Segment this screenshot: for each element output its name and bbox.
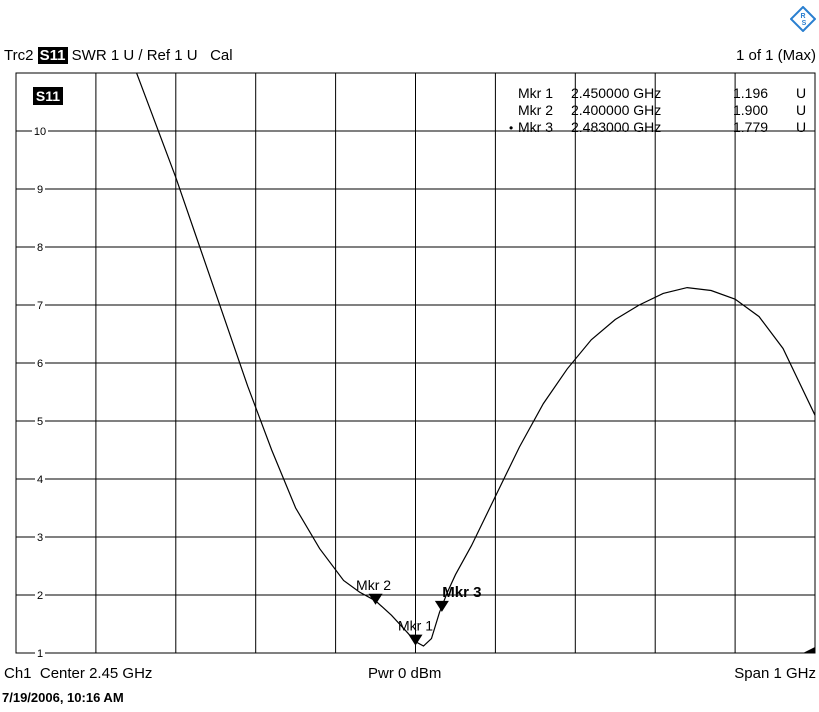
svg-text:S: S (802, 20, 807, 27)
y-tick-label-bg (35, 415, 45, 427)
y-tick-label: 6 (37, 358, 43, 370)
plot-trace-badge-bg (33, 87, 63, 105)
marker-triangle (408, 634, 423, 646)
y-tick-label-bg (35, 357, 45, 369)
trace-scale[interactable]: 1 U / (110, 47, 143, 64)
timestamp: 7/19/2006, 10:16 AM (2, 690, 124, 705)
marker-readout-name: Mkr 3 (518, 119, 553, 135)
trace-parameter-badge[interactable]: S11 (37, 47, 68, 64)
marker-readout-value: 1.196 (733, 85, 768, 101)
trace-end-marker (803, 647, 815, 653)
marker-readout-freq: 2.400000 GHz (571, 102, 661, 118)
marker-label: Mkr 1 (398, 618, 433, 634)
trace-line-0 (135, 73, 815, 647)
y-tick-label: 2 (37, 590, 43, 602)
page-indicator: 1 of 1 (Max) (735, 47, 816, 64)
rohde-schwarz-logo: R S (790, 6, 816, 32)
y-tick-label-bg (32, 125, 48, 137)
trace-name: Trc2 (4, 47, 34, 64)
marker-label: Mkr 2 (356, 577, 391, 593)
active-marker-dot: • (509, 121, 513, 135)
trace-format[interactable]: SWR (71, 47, 107, 64)
span-frequency[interactable]: Span 1 GHz (734, 665, 816, 682)
marker-triangle (434, 600, 449, 612)
center-frequency[interactable]: Center 2.45 GHz (39, 665, 153, 682)
marker-triangle (368, 593, 383, 605)
y-tick-label: 5 (37, 416, 43, 428)
marker-readout-unit: U (796, 85, 806, 101)
y-tick-label-bg (35, 299, 45, 311)
marker-readout-unit: U (796, 102, 806, 118)
y-tick-label: 9 (37, 184, 43, 196)
trace-header: Trc2 S11 SWR 1 U / Ref 1 U Cal (4, 47, 233, 64)
y-tick-label-bg (35, 531, 45, 543)
svg-text:R: R (800, 13, 805, 20)
marker-readout-value: 1.779 (733, 119, 768, 135)
y-tick-label-bg (35, 473, 45, 485)
channel-label: Ch1 (4, 665, 32, 682)
y-tick-label-bg (35, 589, 45, 601)
marker-readout-name: Mkr 1 (518, 85, 553, 101)
y-tick-label-bg (35, 183, 45, 195)
y-tick-label: 3 (37, 532, 43, 544)
marker-readout-freq: 2.483000 GHz (571, 119, 661, 135)
trace-reference[interactable]: Ref 1 U (146, 47, 198, 64)
marker-readout-freq: 2.450000 GHz (571, 85, 661, 101)
y-tick-label: 1 (37, 648, 43, 660)
y-tick-label-bg (35, 647, 45, 659)
marker-readout-name: Mkr 2 (518, 102, 553, 118)
marker-label: Mkr 3 (442, 584, 481, 601)
y-tick-label: 8 (37, 242, 43, 254)
power-level[interactable]: Pwr 0 dBm (368, 665, 442, 682)
plot-trace-badge: S11 (36, 88, 60, 104)
y-tick-label: 10 (34, 126, 46, 138)
marker-readout-unit: U (796, 119, 806, 135)
y-tick-label: 7 (37, 300, 43, 312)
footer-left: Ch1 Center 2.45 GHz (4, 665, 152, 682)
y-tick-label: 4 (37, 474, 43, 486)
y-tick-label-bg (35, 241, 45, 253)
cal-status: Cal (210, 47, 233, 64)
marker-readout-value: 1.900 (733, 102, 768, 118)
